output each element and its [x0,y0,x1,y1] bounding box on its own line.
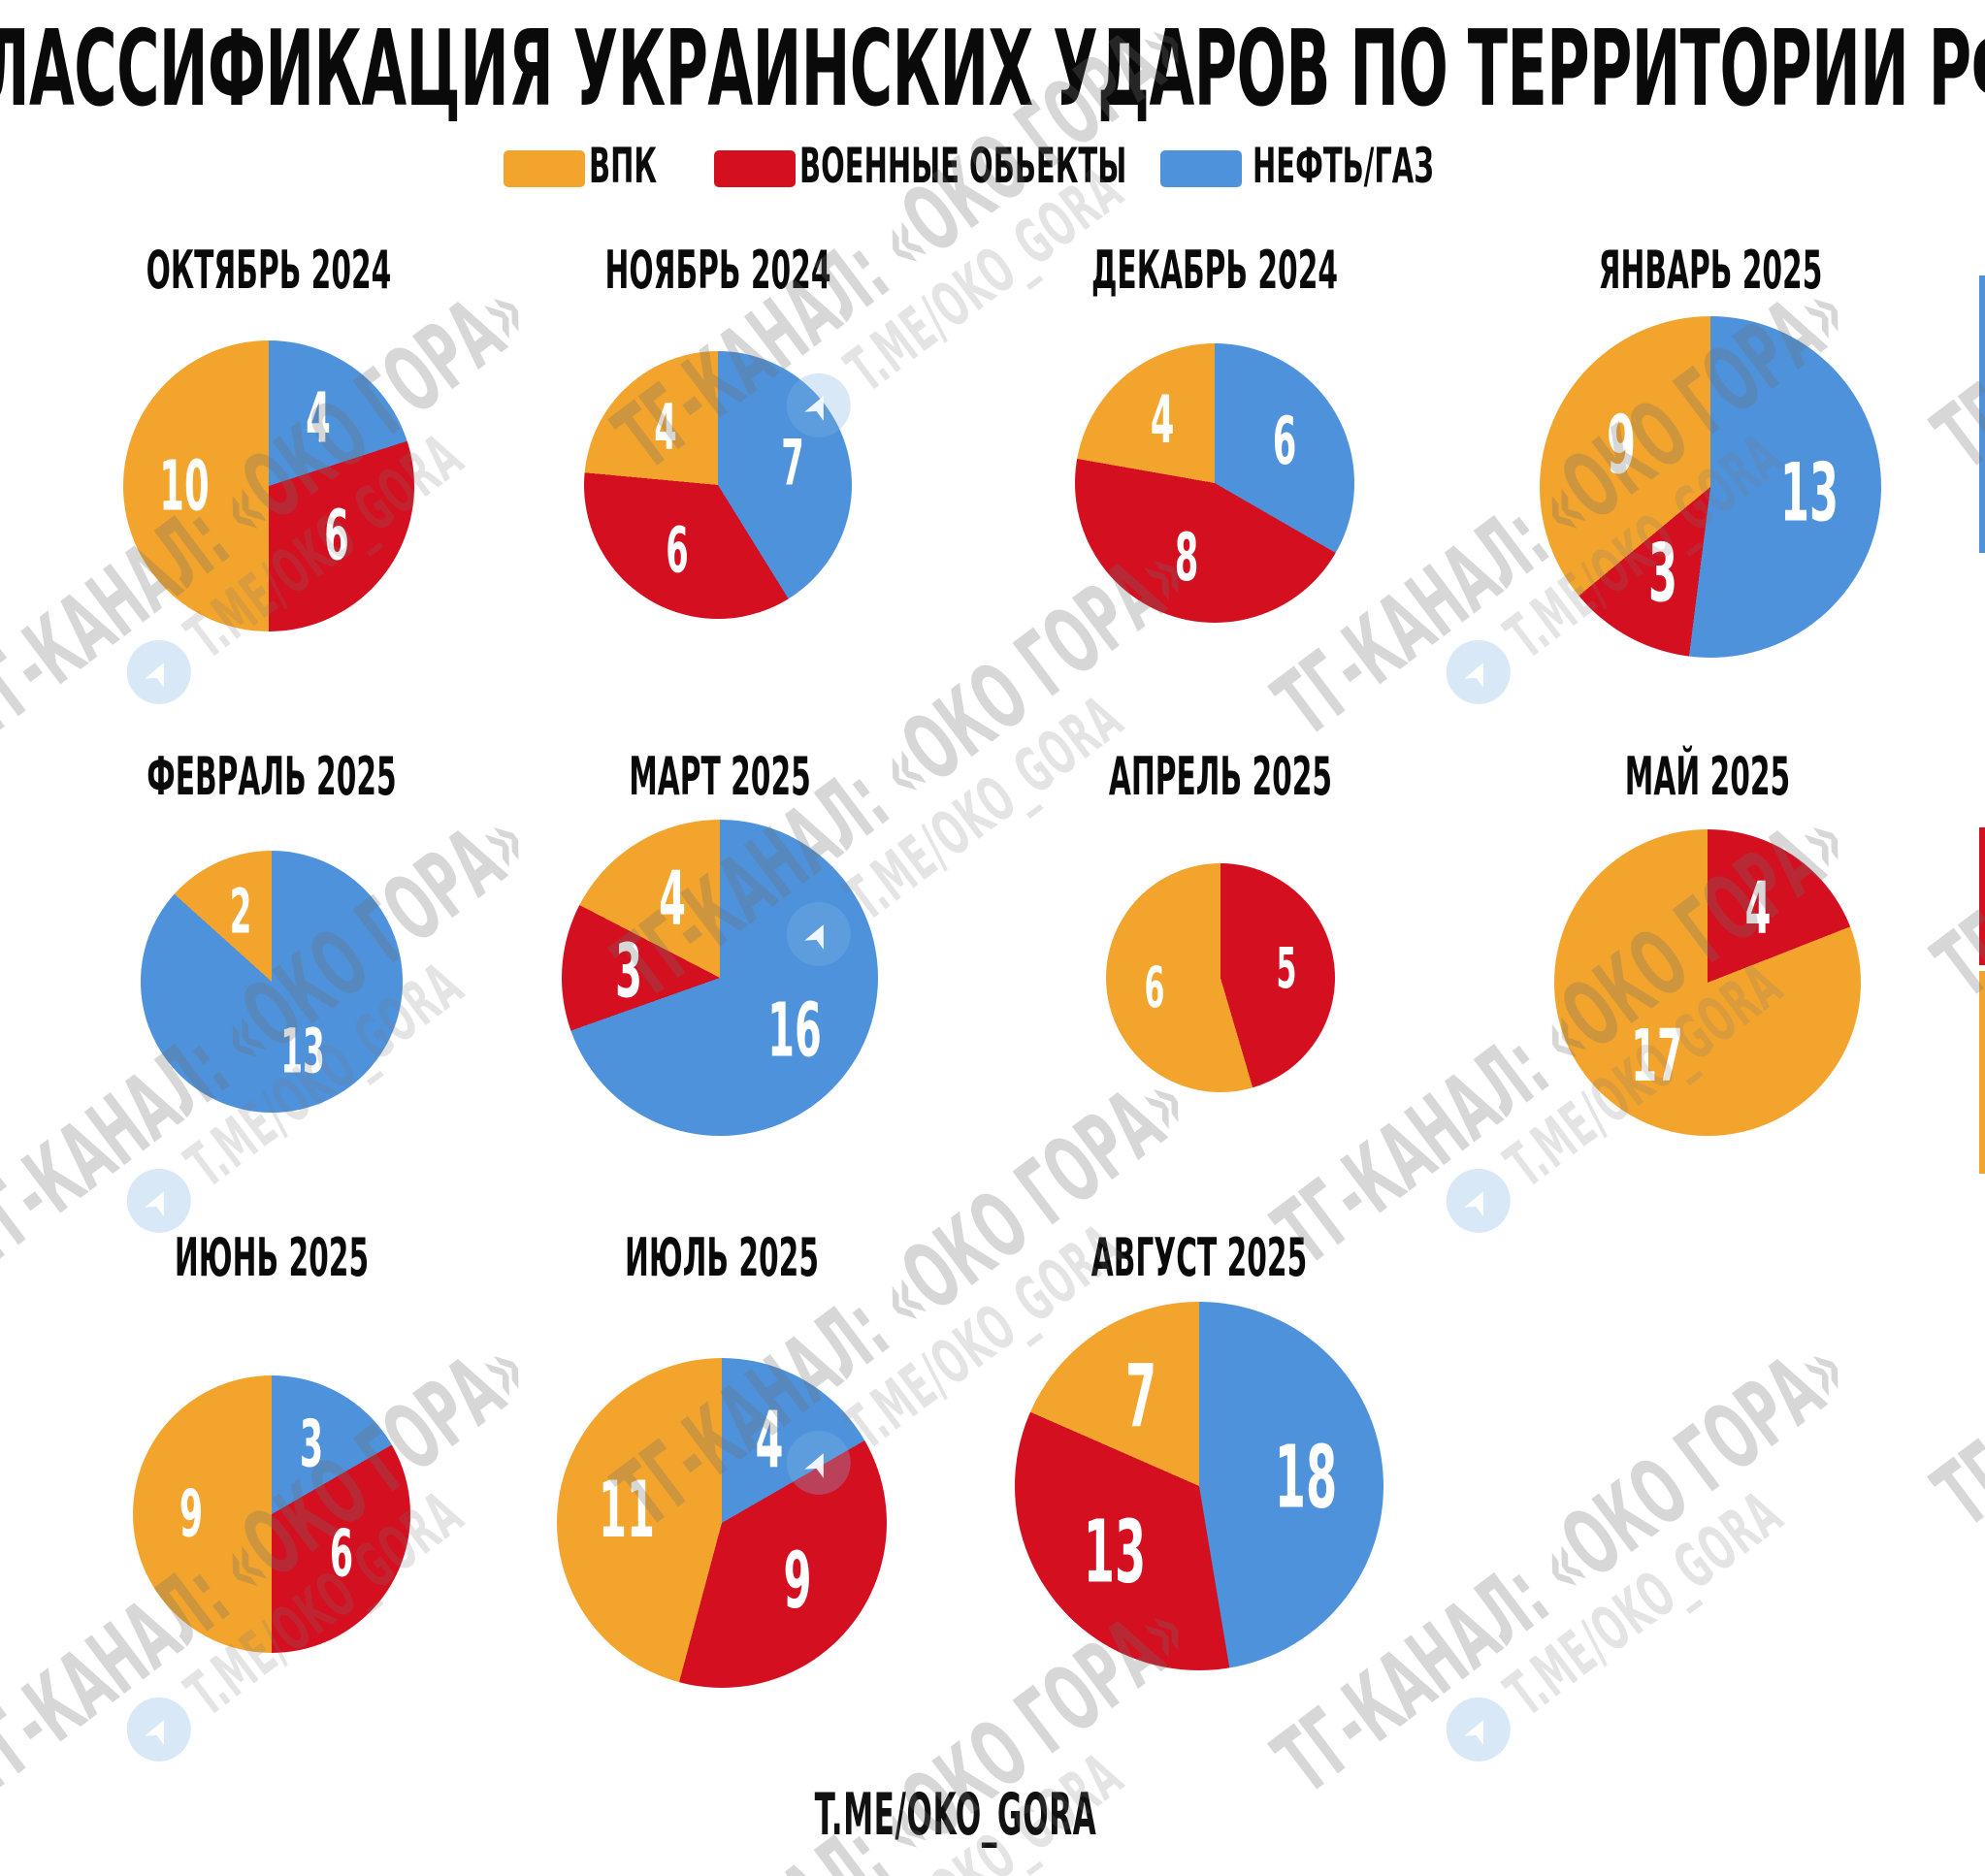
pie-chart-3 [1075,343,1354,623]
month-title-10: ИЮЛЬ 2025 [624,1227,820,1288]
slice-value-label-military: 13 [1083,1501,1147,1602]
slice-value-label-military: 8 [1175,520,1199,598]
slice-value-label-vpk: 4 [1151,382,1175,460]
month-title-6: МАРТ 2025 [629,746,811,807]
slice-value-label-military: 4 [1744,867,1771,952]
slice-value-label-oil: 3 [300,1406,324,1482]
month-title-4: ЯНВАРЬ 2025 [1598,240,1823,301]
slice-value-label-military: 3 [614,928,642,1016]
edge-pie-fragment-vpk [1979,971,1985,1174]
pie-chart-7 [1106,863,1335,1092]
slice-value-label-vpk: 4 [658,856,686,943]
watermark-channel-text: ТГ-КАНАЛ: «ОКО ГОРА» [1916,1051,1985,1548]
telegram-plane-icon: ➤ [1433,627,1523,718]
slice-value-label-military: 6 [666,514,689,588]
legend-label-military: ВОЕННЫЕ ОБЬЕКТЫ [799,138,1127,194]
legend-swatch-military [714,150,796,187]
month-title-3: ДЕКАБРЬ 2024 [1090,240,1339,301]
month-title-11: АВГУСТ 2025 [1090,1227,1308,1288]
page-title: КЛАССИФИКАЦИЯ УКРАИНСКИХ УДАРОВ ПО ТЕРРИ… [0,9,1985,130]
month-title-7: АПРЕЛЬ 2025 [1108,746,1333,807]
legend-label-oil: НЕФТЬ/ГАЗ [1253,138,1434,194]
footer-channel-text: T.ME/OKO_GORA [814,1781,1097,1849]
month-title-5: ФЕВРАЛЬ 2025 [146,746,397,807]
slice-value-label-oil: 4 [755,1394,784,1485]
slice-value-label-military: 6 [324,495,350,576]
slice-value-label-oil: 4 [306,377,331,459]
slice-value-label-vpk: 17 [1631,1014,1684,1098]
slice-value-label-military: 9 [783,1536,812,1627]
telegram-plane-icon: ➤ [1433,1155,1523,1246]
slice-value-label-oil: 13 [280,1016,325,1087]
pie-chart-2 [584,351,852,619]
slice-value-label-military: 5 [1276,935,1297,1002]
slice-value-label-oil: 6 [1273,404,1297,481]
legend-swatch-oil [1160,150,1242,187]
pie-chart-4 [1540,316,1881,658]
slice-value-label-military: 6 [329,1515,353,1592]
slice-value-label-oil: 16 [767,987,823,1075]
slice-value-label-oil: 13 [1779,445,1839,540]
slice-value-label-military: 3 [1647,526,1677,621]
edge-pie-fragment-oil [1979,275,1985,553]
pie-chart-5 [141,851,403,1113]
watermark-channel-text: ТГ-КАНАЛ: «ОКО ГОРА» [1916,522,1985,1019]
pie-chart-6 [562,820,878,1136]
pie-chart-9 [133,1375,410,1653]
pie-chart-8 [1554,829,1861,1136]
legend-swatch-vpk [504,150,585,187]
watermark-url-text: T.ME/OKO_GORA [1493,1477,1796,1731]
slice-value-label-oil: 7 [781,427,804,501]
slice-value-label-vpk: 9 [179,1475,204,1552]
watermark-url-text: T.ME/OKO_GORA [833,682,1136,936]
slice-value-label-vpk: 11 [599,1465,656,1556]
legend-label-vpk: ВПК [589,138,658,194]
month-title-2: НОЯБРЬ 2024 [604,240,831,301]
slice-value-label-vpk: 9 [1606,398,1636,493]
pie-chart-11 [1015,1302,1383,1670]
pie-chart-1 [123,340,414,631]
month-title-9: ИЮНЬ 2025 [174,1227,370,1288]
slice-value-label-vpk: 4 [654,391,677,465]
watermark-url-text: T.ME/OKO_GORA [833,153,1136,407]
slice-value-label-vpk: 10 [159,445,210,527]
month-title-1: ОКТЯБРЬ 2024 [146,240,392,301]
slice-value-label-oil: 18 [1274,1426,1338,1528]
edge-pie-fragment-military [1979,827,1985,965]
slice-value-label-vpk: 7 [1124,1345,1156,1447]
telegram-plane-icon: ➤ [114,627,204,718]
telegram-plane-icon: ➤ [114,1684,204,1775]
telegram-plane-icon: ➤ [1433,1684,1523,1775]
pie-chart-10 [557,1358,887,1688]
month-title-8: МАЙ 2025 [1624,746,1791,807]
slice-value-label-vpk: 2 [229,876,252,948]
slice-value-label-vpk: 6 [1144,954,1165,1020]
